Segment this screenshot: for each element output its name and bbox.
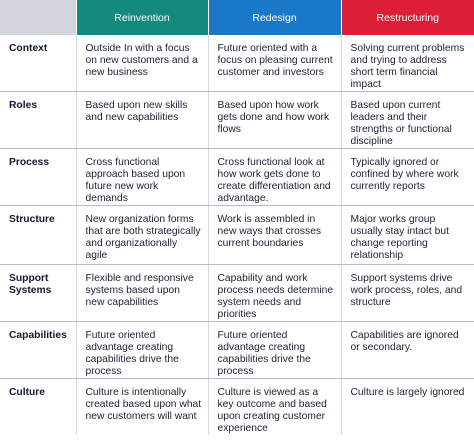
row-label: Support Systems bbox=[0, 264, 76, 322]
header-redesign: Redesign bbox=[207, 0, 341, 35]
reinvention-cell: Outside In with a focus on new customers… bbox=[75, 35, 208, 92]
header-row: Reinvention Redesign Restructuring bbox=[0, 0, 474, 35]
table-row-support-systems: Support Systems Flexible and responsive … bbox=[0, 264, 474, 322]
restructuring-cell: Support systems drive work process, role… bbox=[340, 264, 474, 322]
row-label: Process bbox=[0, 148, 76, 206]
table-row-structure: Structure New organization forms that ar… bbox=[0, 205, 474, 265]
row-label: Structure bbox=[0, 205, 76, 265]
restructuring-cell: Capabilities are ignored or secondary. bbox=[340, 321, 474, 379]
header-reinvention: Reinvention bbox=[75, 0, 208, 35]
table-header: Reinvention Redesign Restructuring bbox=[0, 0, 474, 35]
row-label: Context bbox=[0, 35, 76, 92]
redesign-cell: Cross functional look at how work gets d… bbox=[207, 148, 341, 206]
restructuring-cell: Typically ignored or confined by where w… bbox=[340, 148, 474, 206]
redesign-cell: Capability and work process needs determ… bbox=[207, 264, 341, 322]
reinvention-cell: Flexible and responsive systems based up… bbox=[75, 264, 208, 322]
row-label: Culture bbox=[9, 387, 46, 398]
redesign-cell: Culture is viewed as a key outcome and b… bbox=[207, 378, 341, 435]
table-row-culture: Culture Culture is intentionally created… bbox=[0, 378, 474, 435]
row-label: Roles bbox=[0, 91, 76, 149]
table-row-context: Context Outside In with a focus on new c… bbox=[0, 35, 474, 92]
reinvention-cell: Cross functional approach based upon fut… bbox=[75, 148, 208, 206]
reinvention-cell: Based upon new skills and new capabiliti… bbox=[75, 91, 208, 149]
redesign-cell: Based upon how work gets done and how wo… bbox=[207, 91, 341, 149]
table-row-process: Process Cross functional approach based … bbox=[0, 148, 474, 206]
redesign-cell: Future oriented with a focus on pleasing… bbox=[207, 35, 341, 92]
reinvention-cell: New organization forms that are both str… bbox=[75, 205, 208, 265]
table-row-capabilities: Capabilities Future oriented advantage c… bbox=[0, 321, 474, 379]
redesign-cell: Future oriented advantage creating capab… bbox=[207, 321, 341, 379]
redesign-cell: Work is assembled in new ways that cross… bbox=[207, 205, 341, 265]
reinvention-cell: Future oriented advantage creating capab… bbox=[75, 321, 208, 379]
table-row-roles: Roles Based upon new skills and new capa… bbox=[0, 91, 474, 149]
restructuring-cell: Based upon current leaders and their str… bbox=[340, 91, 474, 149]
row-label: Capabilities bbox=[0, 321, 76, 379]
restructuring-cell: Culture is largely ignored bbox=[340, 378, 474, 435]
reinvention-cell: Culture is intentionally created based u… bbox=[75, 378, 208, 435]
header-restructuring: Restructuring bbox=[340, 0, 474, 35]
restructuring-cell: Major works group usually stay intact bu… bbox=[340, 205, 474, 265]
restructuring-cell: Solving current problems and trying to a… bbox=[340, 35, 474, 92]
table-body: Context Outside In with a focus on new c… bbox=[0, 35, 474, 435]
header-corner-cell bbox=[0, 0, 76, 35]
